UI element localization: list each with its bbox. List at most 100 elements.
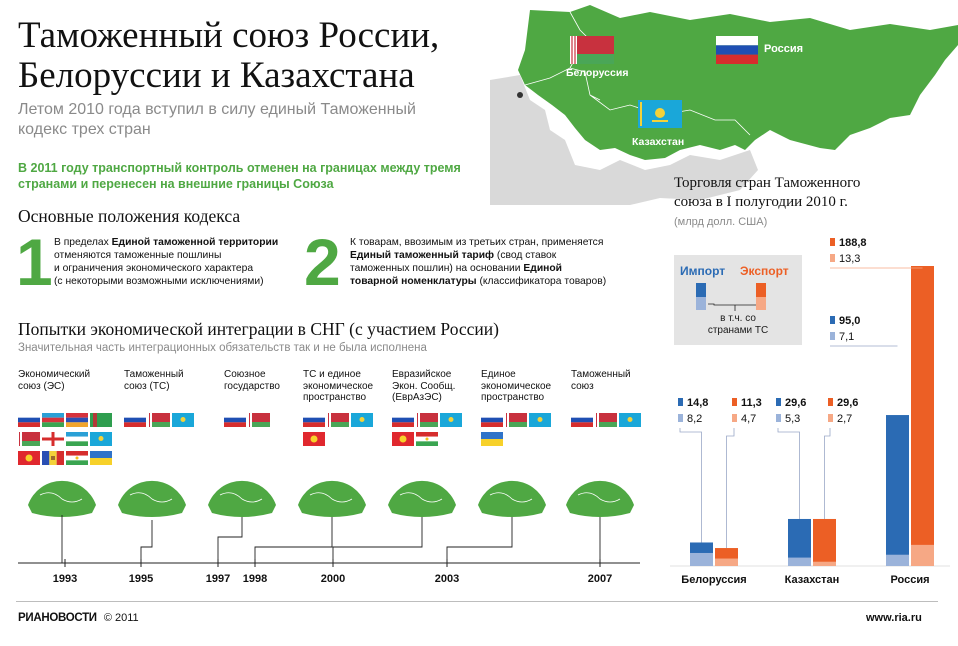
flag-by: [505, 413, 527, 427]
value-marker: [776, 414, 781, 422]
flag-by-icon: [248, 413, 270, 427]
bar-Импорт: [886, 415, 909, 566]
flag-ru: [571, 413, 593, 427]
flag-uz-icon: [66, 432, 88, 446]
trade-bar-chart: Белоруссия Казахстан Россия 14,8 8,2 11,3 4,7 2…: [670, 237, 950, 586]
value-label: 4,7: [741, 413, 756, 425]
value-label: 11,3: [741, 397, 762, 409]
trade-chart-title: Торговля стран Таможенного союза в I пол…: [674, 174, 860, 212]
russia-flag-icon: [716, 36, 758, 64]
timeline-year: 2007: [588, 573, 612, 585]
flag-md-icon: [42, 451, 64, 465]
flag-by-icon: [18, 432, 40, 446]
bar-tc-Экспорт: [911, 544, 934, 566]
mini-map: [388, 480, 456, 517]
legend-export: Экспорт: [740, 264, 789, 278]
provision-text-2: К товарам, ввозимым из третьих стран, пр…: [350, 236, 640, 288]
value-marker: [830, 316, 835, 324]
legend-connector: [708, 303, 756, 311]
integration-heading: Попытки экономической интеграции в СНГ (…: [18, 319, 499, 339]
stage-label-line: Таможенный: [571, 369, 631, 380]
value-marker: [828, 398, 833, 406]
legend-import-swatch: [696, 283, 706, 297]
bar-Экспорт: [813, 518, 836, 566]
flag-tm: [90, 413, 112, 427]
belarus-flag-icon: [570, 36, 614, 64]
integration-subheading: Значительная часть интеграционных обязат…: [18, 342, 427, 354]
flag-kz: [90, 432, 112, 446]
footer-divider: [16, 601, 938, 602]
flag-kz: [351, 413, 373, 427]
flag-belarus-map: [570, 36, 614, 69]
flag-tm-icon: [90, 413, 112, 427]
flag-by: [18, 432, 40, 446]
flag-by-icon: [505, 413, 527, 427]
mini-map: [478, 480, 546, 517]
flag-ru-icon: [571, 413, 593, 427]
legend-within-line-2: странами ТС: [707, 325, 769, 336]
timeline-year: 1998: [243, 573, 267, 585]
legend-export-tc-swatch: [756, 297, 766, 310]
stage-label-line: Союзное: [224, 369, 266, 380]
map-label-belarus: Белоруссия: [566, 67, 629, 79]
bar-tc-Импорт: [788, 557, 811, 566]
stage-label-line: союз (ТС): [124, 380, 170, 392]
flag-kz: [619, 413, 641, 427]
flag-kg-icon: [392, 432, 414, 446]
title-line-1: Таможенный союз России,: [18, 15, 440, 56]
stage-label: ТС и единое экономическое пространство: [303, 369, 391, 404]
legend-within-line-1: в т.ч. со: [720, 313, 756, 324]
flag-kazakhstan-map: [638, 100, 682, 133]
flag-ru: [224, 413, 246, 427]
flag-ua-icon: [481, 432, 503, 446]
kazakhstan-flag-icon: [638, 100, 682, 128]
provision-2-line-3: таможенных пошлин) на основании Единой: [350, 263, 562, 274]
note-line-2: странами и перенесен на внешние границы …: [18, 177, 334, 191]
mini-map: [566, 480, 634, 517]
value-marker: [678, 398, 683, 406]
value-marker: [828, 414, 833, 422]
flag-kz: [172, 413, 194, 427]
bar-tc-Экспорт: [715, 558, 738, 566]
stage-label-line: союз (ЭС): [18, 380, 65, 392]
timeline: 1993 1995 1997 1998 2000 2003 2007: [18, 480, 640, 585]
flag-ru-icon: [392, 413, 414, 427]
stage-label-line: Единое: [481, 369, 516, 380]
footer-brand: РИАНОВОСТИ © 2011: [18, 612, 139, 624]
subtitle-line-2: кодекс трех стран: [18, 121, 151, 138]
flag-tj-icon: [66, 451, 88, 465]
flag-kz: [440, 413, 462, 427]
timeline-connector: [332, 517, 423, 563]
footer-copyright: © 2011: [103, 612, 139, 624]
value-marker: [678, 414, 683, 422]
stage-label: Экономический союз (ЭС): [18, 369, 123, 392]
mini-map: [28, 480, 96, 517]
value-label: 29,6: [837, 397, 858, 409]
provision-number-1: 1: [16, 225, 53, 299]
timeline-connector: [446, 517, 513, 563]
value-label: 188,8: [839, 237, 867, 249]
trade-title-line-2: союза в I полугодии 2010 г.: [674, 194, 848, 210]
provision-text-1: В пределах Единой таможенной территории …: [54, 236, 304, 288]
subtitle-line-1: Летом 2010 года вступил в силу единый Та…: [18, 101, 416, 118]
footer-site[interactable]: www.ria.ru: [866, 612, 922, 624]
flag-kg-icon: [303, 432, 325, 446]
flag-by: [327, 413, 349, 427]
stage-label-line: государство: [224, 380, 280, 392]
flag-ru: [303, 413, 325, 427]
flag-by: [148, 413, 170, 427]
flag-by-icon: [595, 413, 617, 427]
note-line-1: В 2011 году транспортный контроль отмене…: [18, 161, 461, 175]
stage-label-line: союз: [571, 380, 594, 392]
flag-kz: [529, 413, 551, 427]
flag-by: [416, 413, 438, 427]
value-label: 14,8: [687, 397, 708, 409]
flag-kz-icon: [619, 413, 641, 427]
value-label: 2,7: [837, 413, 852, 425]
mini-map: [208, 480, 276, 517]
provision-1-line-2: отменяются таможенные пошлины: [54, 250, 222, 261]
timeline-connector: [140, 520, 153, 563]
mini-map: [118, 480, 186, 517]
flag-by: [595, 413, 617, 427]
stage-label: Таможенный союз: [571, 369, 651, 392]
